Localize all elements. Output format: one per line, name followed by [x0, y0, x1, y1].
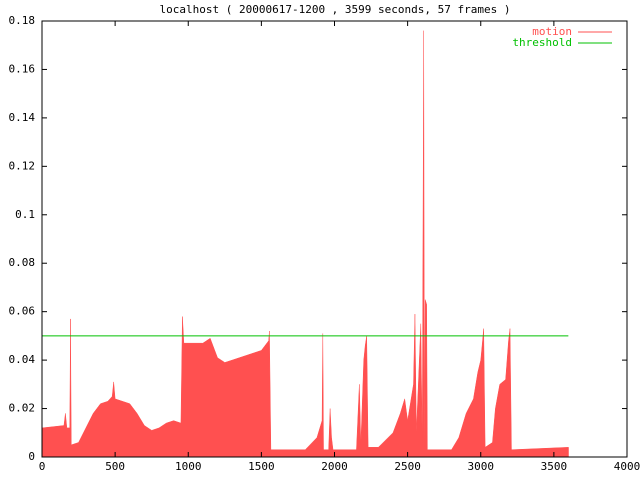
y-tick-label: 0: [28, 450, 35, 463]
y-tick-label: 0.18: [9, 14, 36, 27]
y-tick-label: 0.04: [9, 353, 36, 366]
plot-frame: [41, 20, 628, 458]
x-tick-label: 1500: [248, 460, 275, 473]
x-tick-label: 1000: [175, 460, 202, 473]
x-tick-label: 0: [39, 460, 46, 473]
legend-label: motion: [532, 25, 572, 38]
x-tick-label: 2000: [321, 460, 348, 473]
y-tick-label: 0.08: [9, 256, 36, 269]
y-tick-label: 0.06: [9, 305, 36, 318]
y-tick-label: 0.1: [15, 208, 35, 221]
legend-label: threshold: [512, 36, 572, 49]
x-tick-label: 2500: [394, 460, 421, 473]
y-tick-label: 0.12: [9, 159, 36, 172]
y-tick-label: 0.16: [9, 62, 36, 75]
y-tick-label: 0.14: [9, 111, 36, 124]
x-tick-label: 3000: [468, 460, 495, 473]
y-tick-label: 0.02: [9, 402, 36, 415]
x-tick-label: 3500: [541, 460, 568, 473]
x-tick-label: 500: [105, 460, 125, 473]
motion-area: [41, 30, 569, 458]
x-tick-label: 4000: [614, 460, 640, 473]
chart-title: localhost ( 20000617-1200 , 3599 seconds…: [160, 3, 511, 16]
